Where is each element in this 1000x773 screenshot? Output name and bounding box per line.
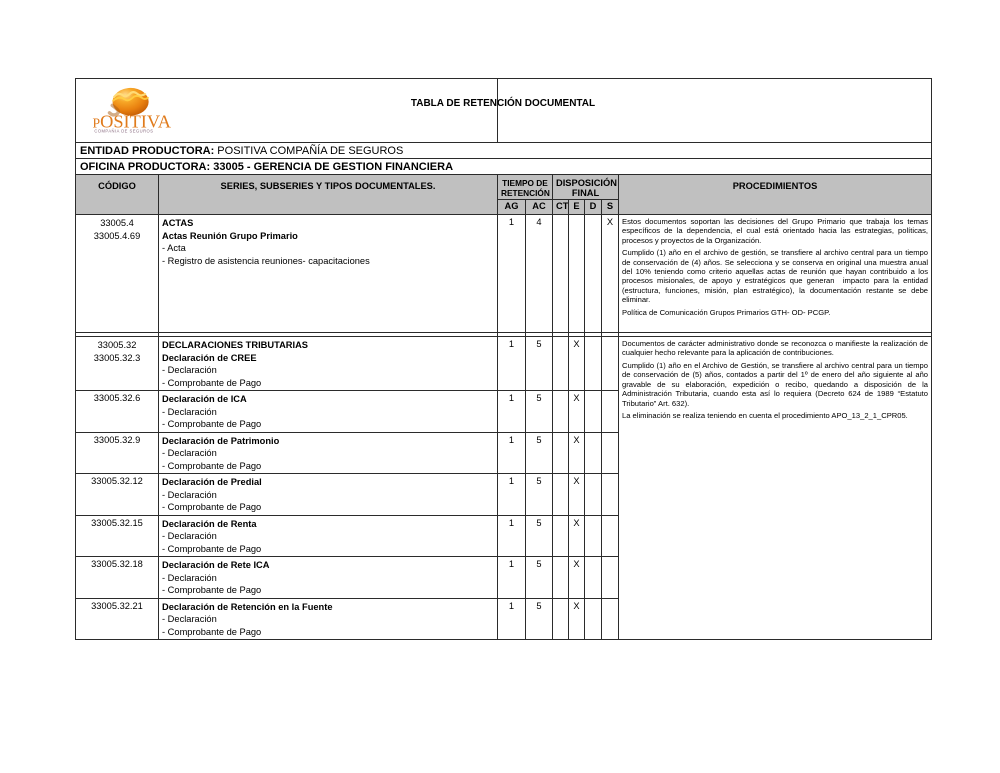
svg-text:COMPAÑIA DE SEGUROS: COMPAÑIA DE SEGUROS: [94, 129, 153, 134]
